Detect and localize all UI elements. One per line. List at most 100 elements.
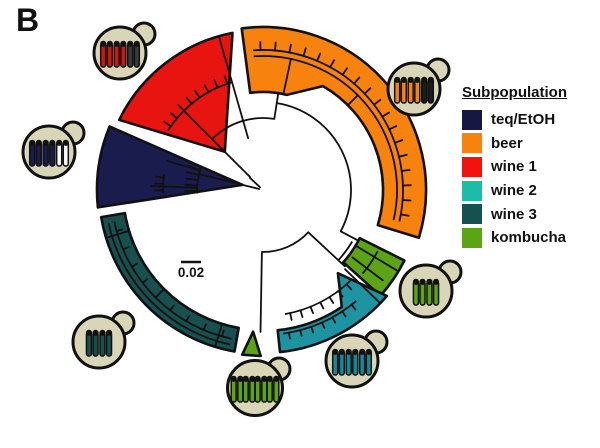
- legend-item-wine-2: wine 2: [462, 179, 567, 203]
- branch-line: [166, 159, 201, 172]
- branch-line: [321, 321, 326, 329]
- branch-line: [241, 183, 261, 190]
- yeast-karyotype-icon: [21, 120, 86, 180]
- chromosome-pair: [42, 139, 56, 167]
- branch-line: [309, 305, 315, 315]
- branch-line: [400, 168, 411, 172]
- legend-item-label: wine 2: [491, 182, 537, 200]
- chromosome-pair: [126, 40, 141, 68]
- chromosome-pair: [393, 76, 408, 104]
- branch-line: [346, 94, 359, 106]
- branch-line: [105, 229, 131, 239]
- branch-line: [307, 231, 346, 268]
- yeast-karyotype-icon: [92, 21, 157, 81]
- chromosome-pair: [407, 76, 421, 104]
- branch-line: [154, 175, 165, 179]
- branch-line: [154, 182, 165, 185]
- legend-swatch: [462, 133, 482, 154]
- legend-swatch: [462, 156, 482, 177]
- clade-wedge-beer: [240, 25, 428, 239]
- branch-line: [401, 199, 412, 202]
- branch-line: [341, 310, 347, 318]
- chromosome-pair: [99, 40, 114, 68]
- branch-line: [299, 329, 303, 337]
- chromosome-pair: [266, 375, 280, 403]
- branch-line: [115, 228, 124, 232]
- branch-line: [288, 43, 292, 54]
- chromosome-pair: [254, 375, 268, 403]
- branch-line: [184, 177, 199, 182]
- yeast-cell-body: [71, 314, 127, 370]
- branch-line: [356, 245, 398, 272]
- branch-line: [202, 323, 207, 331]
- branch-line: [328, 296, 335, 304]
- clade-wedge-wine-2: [276, 271, 389, 354]
- chromosome-pair: [358, 348, 373, 376]
- legend: Subpopulation teq/EtOH beer wine 1 wine …: [462, 84, 567, 250]
- branch-line: [345, 283, 353, 291]
- branch-line: [177, 104, 185, 112]
- branch-arc: [167, 81, 233, 132]
- legend-title: Subpopulation: [462, 84, 567, 101]
- chromosome-pair: [113, 40, 127, 68]
- branch-line: [169, 112, 178, 120]
- branch-line: [203, 84, 210, 94]
- branch-line: [344, 268, 380, 303]
- legend-item-label: teq/EtOH: [491, 111, 556, 129]
- yeast-cell-body: [398, 263, 454, 319]
- branch-line: [331, 316, 337, 324]
- branch-line: [186, 171, 200, 176]
- branch-arc: [253, 55, 398, 221]
- branch-line: [310, 325, 315, 334]
- branch-arc: [261, 231, 309, 253]
- branch-line: [353, 76, 361, 85]
- branch-line: [274, 41, 277, 52]
- branch-line: [218, 37, 250, 140]
- branch-line: [289, 312, 293, 321]
- branch-line: [282, 58, 292, 95]
- branch-arc: [211, 117, 275, 140]
- branch-line: [373, 98, 382, 106]
- tree-skeleton: [211, 92, 360, 333]
- branch-line: [185, 96, 193, 105]
- branch-line: [398, 153, 408, 158]
- chromosome-pair: [420, 76, 435, 104]
- branch-line: [213, 79, 219, 89]
- legend-item-beer: beer: [462, 132, 567, 156]
- chromosome-pair: [412, 278, 426, 306]
- branch-arc: [107, 222, 231, 346]
- branch-line: [316, 52, 322, 62]
- branch-line: [339, 230, 360, 242]
- legend-item-wine-1: wine 1: [462, 155, 567, 179]
- branch-line: [122, 246, 130, 251]
- clade-branches: [105, 37, 412, 348]
- legend-item-teq-etoh: teq/EtOH: [462, 108, 567, 132]
- yeast-karyotype-icon: [324, 329, 389, 389]
- branch-line: [302, 47, 307, 57]
- branch-line: [130, 262, 138, 268]
- branch-line: [381, 111, 391, 118]
- branch-line: [141, 278, 149, 284]
- chromosome-pair: [85, 329, 99, 357]
- legend-item-label: beer: [491, 134, 523, 152]
- branch-line: [150, 185, 198, 189]
- branch-line: [221, 329, 225, 338]
- legend-swatch: [462, 227, 482, 248]
- chromosome-pair: [99, 329, 113, 357]
- scale-bar: 0.02: [178, 260, 204, 280]
- scale-bar-label: 0.02: [178, 265, 204, 280]
- branch-line: [363, 87, 372, 95]
- chromosome-pair: [426, 278, 440, 306]
- yeast-karyotype-icon: [398, 259, 463, 319]
- branch-line: [214, 322, 224, 348]
- branch-arc: [276, 102, 352, 232]
- branch-line: [259, 251, 263, 333]
- karyotype-icons: [21, 21, 463, 417]
- legend-swatch: [462, 109, 482, 130]
- branch-line: [341, 67, 349, 76]
- branch-line: [393, 139, 404, 144]
- branch-line: [194, 90, 201, 99]
- chromosome-pair: [28, 139, 43, 167]
- branch-line: [198, 173, 244, 186]
